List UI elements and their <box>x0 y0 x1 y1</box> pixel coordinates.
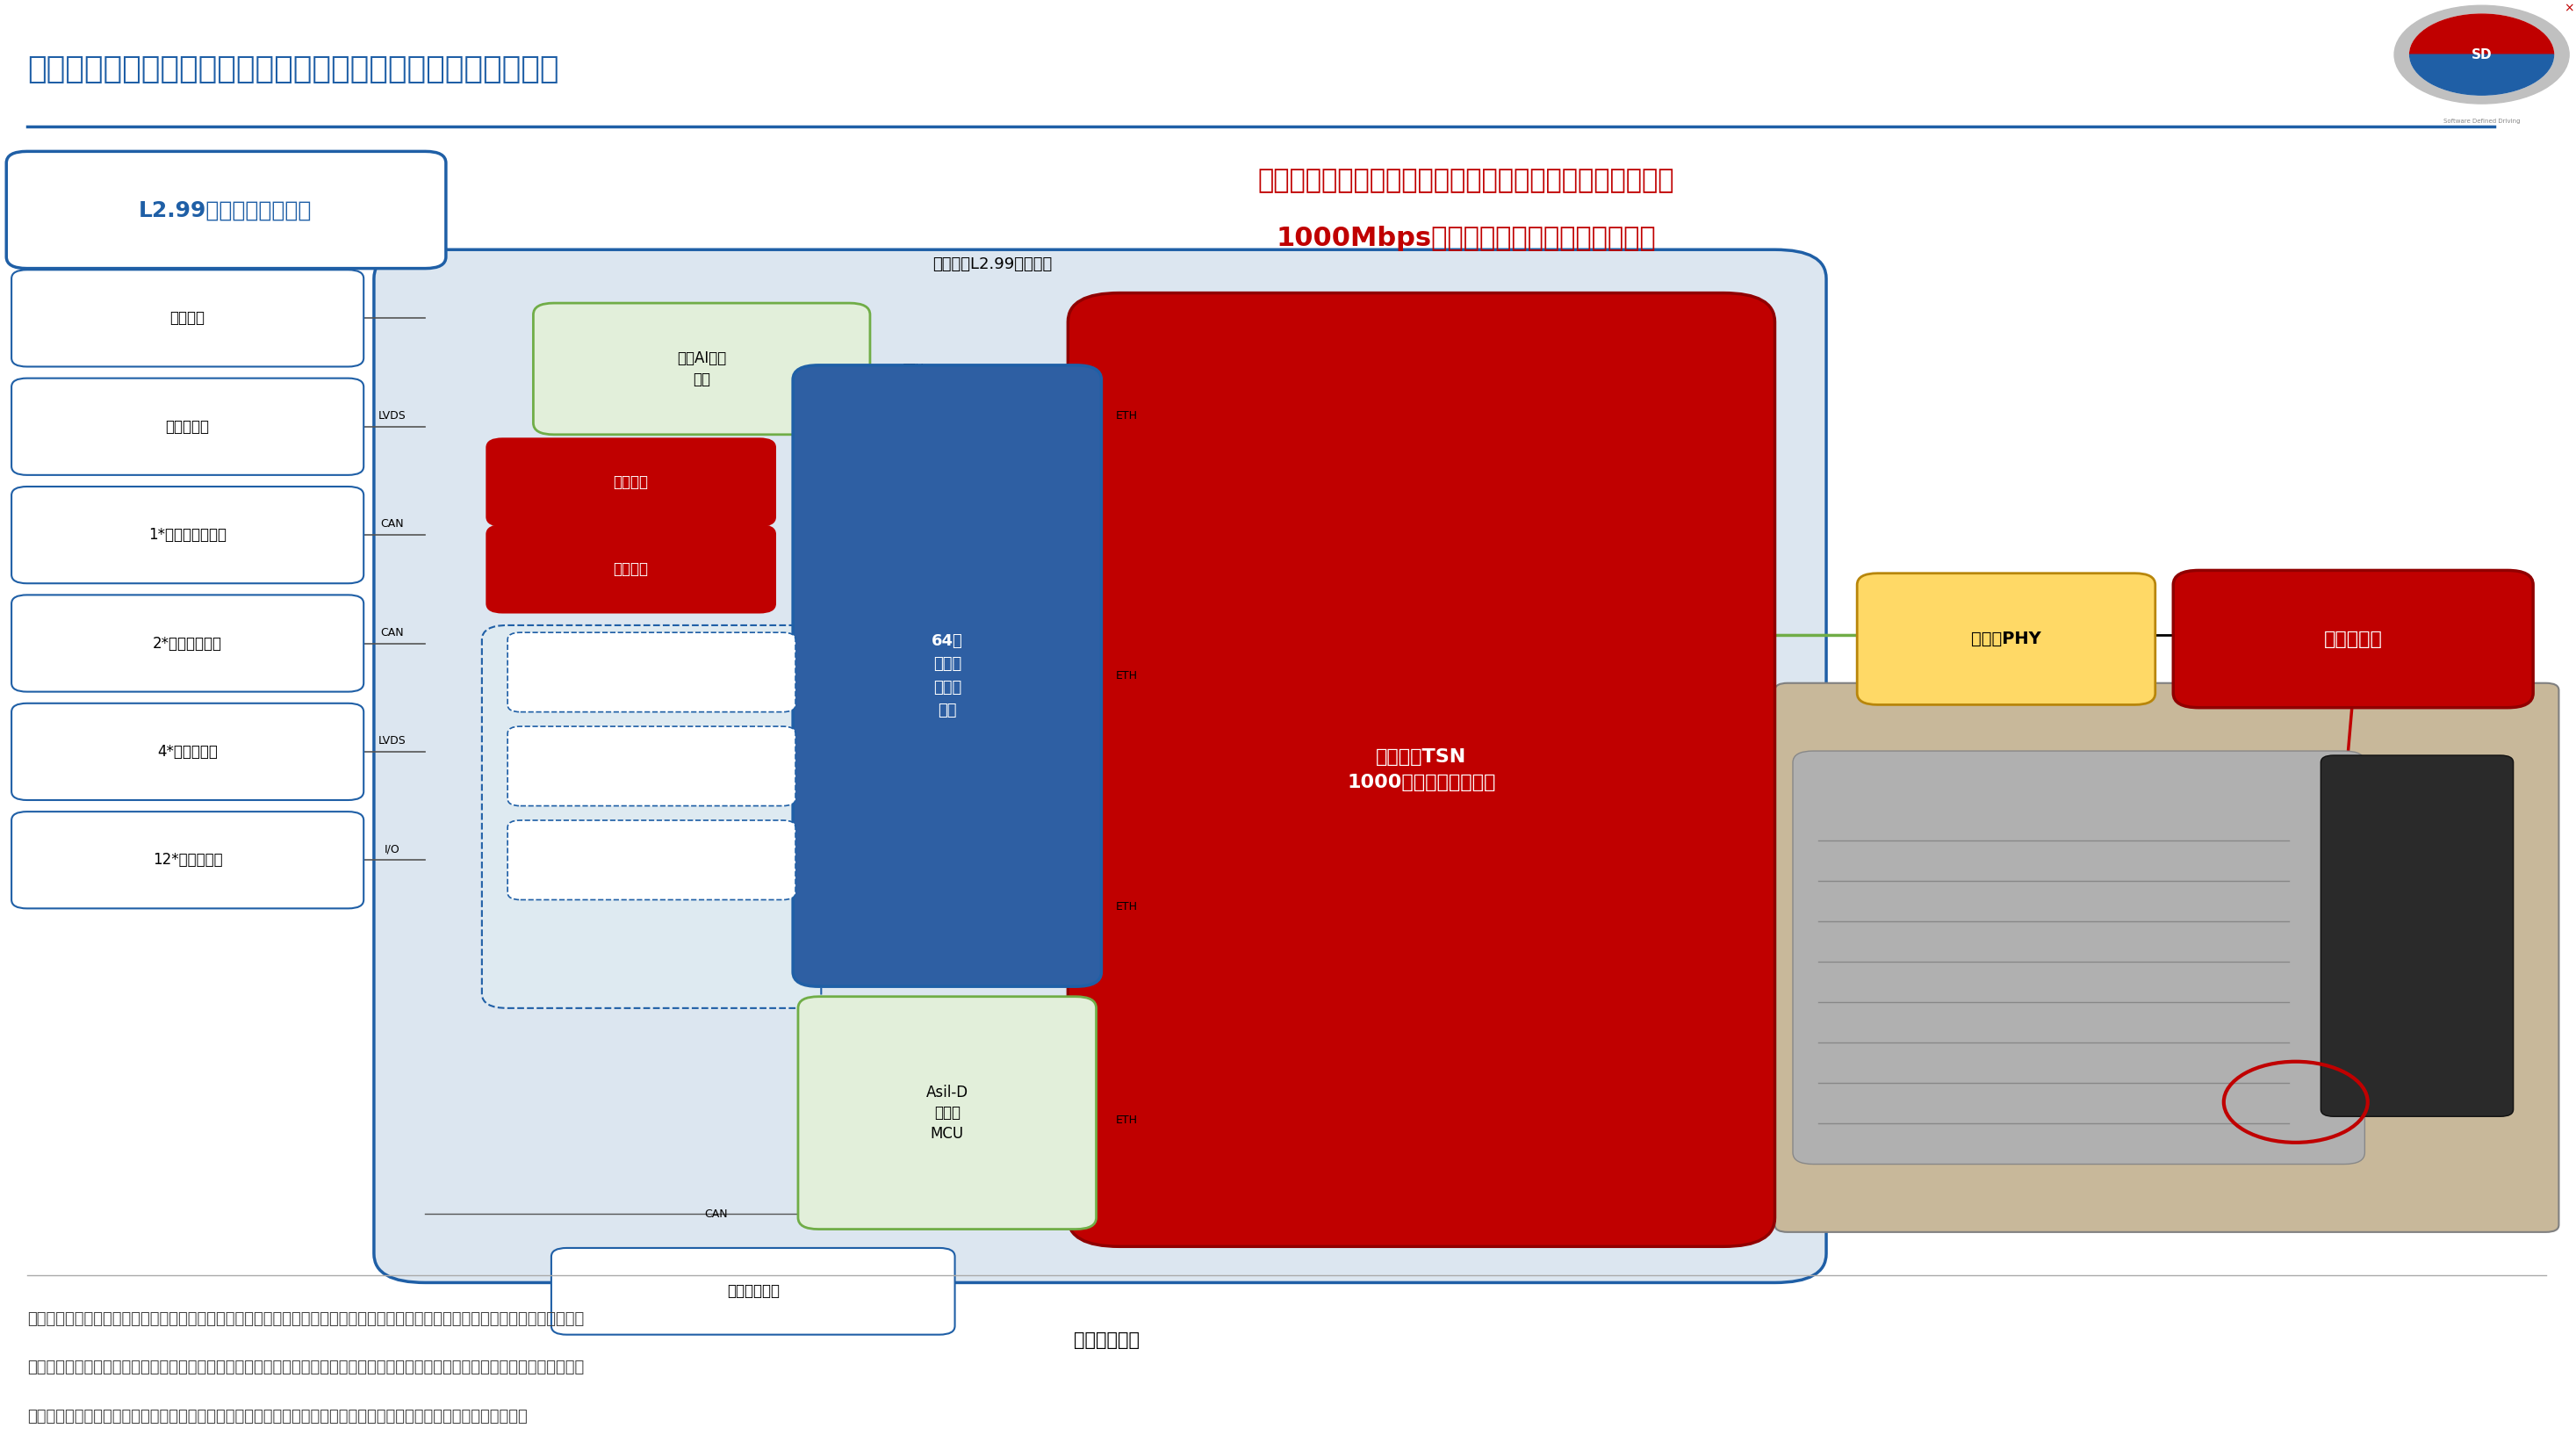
FancyBboxPatch shape <box>1857 573 2156 705</box>
FancyBboxPatch shape <box>10 378 363 476</box>
FancyBboxPatch shape <box>1793 751 2365 1164</box>
Text: 1000Mbps以上大数据、低延迟的通信要求: 1000Mbps以上大数据、低延迟的通信要求 <box>1278 225 1656 251</box>
FancyBboxPatch shape <box>487 525 775 612</box>
Text: 2*角毫米波雷达: 2*角毫米波雷达 <box>152 635 222 651</box>
Text: 支持千兆车载以太网交换，实现高速数据传输与处理，满足: 支持千兆车载以太网交换，实现高速数据传输与处理，满足 <box>1257 168 1674 193</box>
Text: 64位
新一代
车规处
理器: 64位 新一代 车规处 理器 <box>933 634 963 719</box>
Text: ETH: ETH <box>1115 670 1139 682</box>
Text: IIC: IIC <box>804 563 819 574</box>
Text: ETH: ETH <box>1115 1115 1139 1125</box>
Text: I/O: I/O <box>384 844 399 856</box>
Text: ETH: ETH <box>902 362 925 374</box>
Text: Software Defined Driving: Software Defined Driving <box>2442 119 2519 123</box>
FancyBboxPatch shape <box>551 1248 956 1334</box>
Text: 时间触发TSN
1000兆速率以太网交换: 时间触发TSN 1000兆速率以太网交换 <box>1347 748 1497 792</box>
Text: 车辆线控底盘: 车辆线控底盘 <box>726 1283 781 1299</box>
FancyBboxPatch shape <box>507 726 796 806</box>
FancyBboxPatch shape <box>1069 293 1775 1247</box>
Text: 12*超声波雷达: 12*超声波雷达 <box>152 853 222 869</box>
FancyBboxPatch shape <box>10 487 363 583</box>
Text: 国密芯片: 国密芯片 <box>613 474 649 490</box>
Text: 4G/5G模块: 4G/5G模块 <box>623 854 680 867</box>
Text: 蓝牙模块: 蓝牙模块 <box>636 760 667 773</box>
Text: Asil-D
车规级
MCU: Asil-D 车规级 MCU <box>925 1085 969 1141</box>
FancyBboxPatch shape <box>507 632 796 712</box>
Text: SD: SD <box>2470 48 2491 61</box>
Text: 六轴陀螺仪: 六轴陀螺仪 <box>631 666 672 679</box>
Text: 基础通信协议仿真与测试平台，完成了高效车载以太网技术验证，并成功应用于面向量产车型的多合一域控制器产品中。: 基础通信协议仿真与测试平台，完成了高效车载以太网技术验证，并成功应用于面向量产车… <box>26 1409 528 1425</box>
Text: 以太网PHY: 以太网PHY <box>1971 631 2040 647</box>
Text: 千兆以太网: 千兆以太网 <box>2324 631 2383 648</box>
Text: 英博超算提供系统综合成本最低，软件定义的域控制器系列产品: 英博超算提供系统综合成本最低，软件定义的域控制器系列产品 <box>26 54 559 84</box>
FancyBboxPatch shape <box>2174 570 2532 708</box>
Text: 加密芯片: 加密芯片 <box>613 561 649 577</box>
Text: 硬件原理框图: 硬件原理框图 <box>1074 1331 1139 1349</box>
FancyBboxPatch shape <box>507 821 796 900</box>
Text: L2.99软件定义域控制器: L2.99软件定义域控制器 <box>139 200 312 222</box>
Text: SPI: SPI <box>804 477 819 489</box>
Text: ETH: ETH <box>1115 410 1139 422</box>
Text: CAN: CAN <box>381 626 404 638</box>
Text: 车机大屏: 车机大屏 <box>170 310 206 326</box>
Text: 依托在通信领域多年的技术积累，英博超算针对车载以太网快速连接转换、时间同步与时间触发、以太网供电、容错重传机制、网络管: 依托在通信领域多年的技术积累，英博超算针对车载以太网快速连接转换、时间同步与时间… <box>26 1311 585 1327</box>
FancyBboxPatch shape <box>799 996 1097 1230</box>
Text: CAN: CAN <box>381 519 404 529</box>
FancyBboxPatch shape <box>2321 755 2514 1116</box>
Text: LVDS: LVDS <box>379 735 407 747</box>
FancyBboxPatch shape <box>487 439 775 525</box>
Text: 理机制、网关协议、以太网通信仿真等方面进行了深入研究，建立了基于域控制器的车载以太网通信网络模型，利用车载总线主干网络: 理机制、网关协议、以太网通信仿真等方面进行了深入研究，建立了基于域控制器的车载以… <box>26 1360 585 1376</box>
FancyBboxPatch shape <box>10 703 363 800</box>
Circle shape <box>2393 6 2568 104</box>
FancyBboxPatch shape <box>5 151 446 268</box>
Text: 4*环视摄像头: 4*环视摄像头 <box>157 744 219 760</box>
FancyBboxPatch shape <box>533 303 871 435</box>
FancyBboxPatch shape <box>10 594 363 692</box>
FancyBboxPatch shape <box>482 625 822 1008</box>
FancyBboxPatch shape <box>10 812 363 909</box>
Circle shape <box>2409 15 2553 96</box>
Wedge shape <box>2409 55 2553 96</box>
FancyBboxPatch shape <box>1775 683 2558 1232</box>
Text: 1*前向毫米波雷达: 1*前向毫米波雷达 <box>149 526 227 542</box>
Wedge shape <box>2409 15 2553 55</box>
FancyBboxPatch shape <box>374 249 1826 1283</box>
FancyBboxPatch shape <box>10 270 363 367</box>
FancyBboxPatch shape <box>793 365 1103 986</box>
Text: 英博超算L2.99域控制器: 英博超算L2.99域控制器 <box>933 257 1051 273</box>
Text: CAN: CAN <box>703 1208 726 1219</box>
Text: 国产AI加速
芯片: 国产AI加速 芯片 <box>677 351 726 387</box>
Text: 前视摄像头: 前视摄像头 <box>165 419 209 435</box>
Text: LVDS: LVDS <box>379 410 407 422</box>
Text: ETH: ETH <box>1115 902 1139 912</box>
Text: ×: × <box>2563 3 2573 15</box>
